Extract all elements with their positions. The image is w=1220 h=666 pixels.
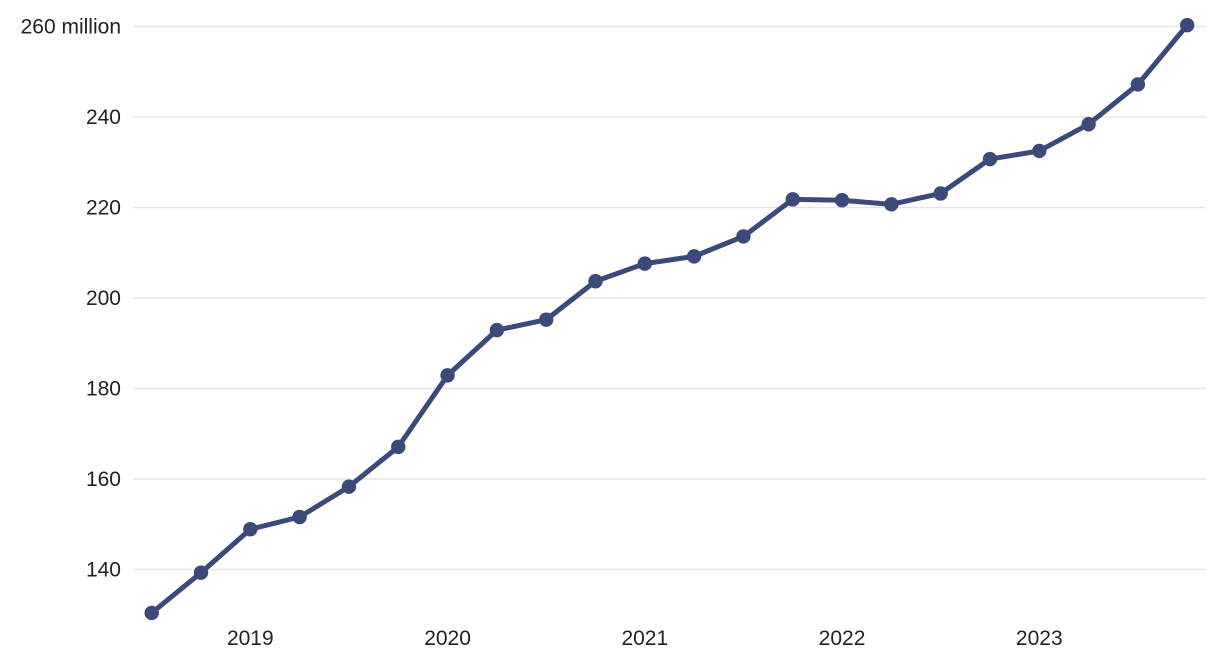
data-point-2020-Q4[interactable]: 2020 Q4: 203.7 million: [588, 274, 603, 289]
data-point-2019-Q3[interactable]: 2019 Q3: 158.3 million: [341, 479, 357, 494]
data-point-2023-Q4[interactable]: 2023 Q4: 260.3 million: [1180, 17, 1195, 33]
data-point-2018-Q3[interactable]: 2018 Q3: 130.4 million: [144, 605, 159, 621]
x-tick-label-2022: 2022: [819, 627, 866, 650]
data-point-2022-Q4[interactable]: 2022 Q4: 230.7 million: [982, 151, 998, 167]
y-tick-label-180: 180: [86, 378, 121, 401]
data-point-2021-Q3[interactable]: 2021 Q3: 213.6 million: [736, 229, 751, 244]
x-tick-label-2019: 2019: [227, 627, 274, 650]
data-point-2021-Q4[interactable]: 2021 Q4: 221.8 million: [785, 192, 800, 207]
y-tick-label-140: 140: [86, 559, 121, 582]
data-point-2021-Q2[interactable]: 2021 Q2: 209.2 million: [686, 249, 702, 264]
x-tick-label-2023: 2023: [1016, 627, 1063, 650]
data-point-2020-Q2[interactable]: 2020 Q2: 192.9 million: [489, 322, 505, 338]
data-point-2018-Q4[interactable]: 2018 Q4: 139.3 million: [193, 565, 209, 580]
y-tick-label-160: 160: [86, 468, 121, 491]
data-point-2022-Q1[interactable]: 2022 Q1: 221.6 million: [834, 193, 850, 208]
data-point-2023-Q2[interactable]: 2023 Q2: 238.4 million: [1081, 117, 1096, 132]
data-point-2019-Q1[interactable]: 2019 Q1: 148.9 million: [243, 522, 258, 537]
y-tick-label-260: 260 million: [21, 16, 121, 39]
data-point-2019-Q4[interactable]: 2019 Q4: 167.1 million: [391, 439, 406, 455]
x-tick-label-2021: 2021: [621, 627, 668, 650]
data-point-2020-Q1[interactable]: 2020 Q1: 182.9 million: [440, 368, 455, 383]
x-tick-label-2020: 2020: [424, 627, 471, 650]
y-tick-label-200: 200: [86, 287, 121, 310]
y-tick-label-240: 240: [86, 106, 121, 129]
data-point-2020-Q3[interactable]: 2020 Q3: 195.2 million: [538, 312, 554, 327]
y-tick-label-220: 220: [86, 197, 121, 220]
data-point-2023-Q1[interactable]: 2023 Q1: 232.5 million: [1032, 143, 1047, 159]
data-point-2019-Q2[interactable]: 2019 Q2: 151.6 million: [292, 509, 307, 525]
data-point-2022-Q3[interactable]: 2022 Q3: 223.1 million: [933, 186, 948, 201]
series-line-subscribers-millions: [149, 22, 1190, 616]
data-point-2021-Q1[interactable]: 2021 Q1: 207.6 million: [637, 256, 652, 271]
data-point-2023-Q3[interactable]: 2023 Q3: 247.2 million: [1130, 77, 1146, 92]
data-point-2022-Q2[interactable]: 2022 Q2: 220.7 million: [884, 197, 899, 212]
